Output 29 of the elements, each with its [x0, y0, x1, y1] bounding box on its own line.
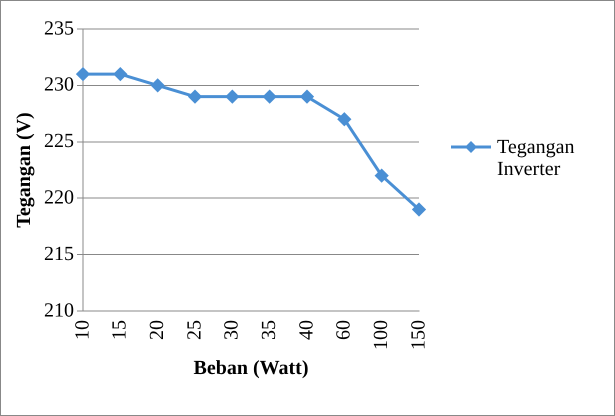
y-tick-label: 215 [44, 242, 74, 265]
y-tick-label: 210 [44, 299, 74, 322]
legend-label: Tegangan Inverter [497, 136, 576, 180]
point [114, 68, 127, 81]
point [338, 112, 351, 126]
point [151, 78, 164, 92]
point [375, 169, 388, 182]
x-tick-label: 20 [146, 320, 168, 340]
y-tick-label: 235 [44, 17, 74, 40]
x-tick-label: 35 [258, 320, 280, 340]
y-axis-title: Tegangan (V) [13, 112, 36, 228]
x-tick-label: 60 [332, 320, 355, 340]
x-axis-title: Beban (Watt) [194, 357, 308, 380]
x-tick-label: 15 [108, 320, 131, 340]
x-tick-label: 150 [407, 320, 430, 350]
point [226, 90, 239, 104]
x-tick-label: 100 [370, 320, 392, 350]
y-tick-label: 230 [44, 74, 74, 96]
point [412, 202, 426, 216]
point [300, 90, 314, 104]
y-tick-label: 220 [44, 186, 74, 208]
x-tick-label: 10 [71, 320, 94, 340]
x-tick-label: 25 [183, 320, 206, 340]
point [263, 90, 276, 104]
point [76, 68, 90, 81]
x-tick-label: 40 [295, 320, 318, 340]
y-tick-label: 225 [44, 130, 74, 152]
point [188, 90, 202, 104]
x-tick-label: 30 [220, 320, 243, 340]
